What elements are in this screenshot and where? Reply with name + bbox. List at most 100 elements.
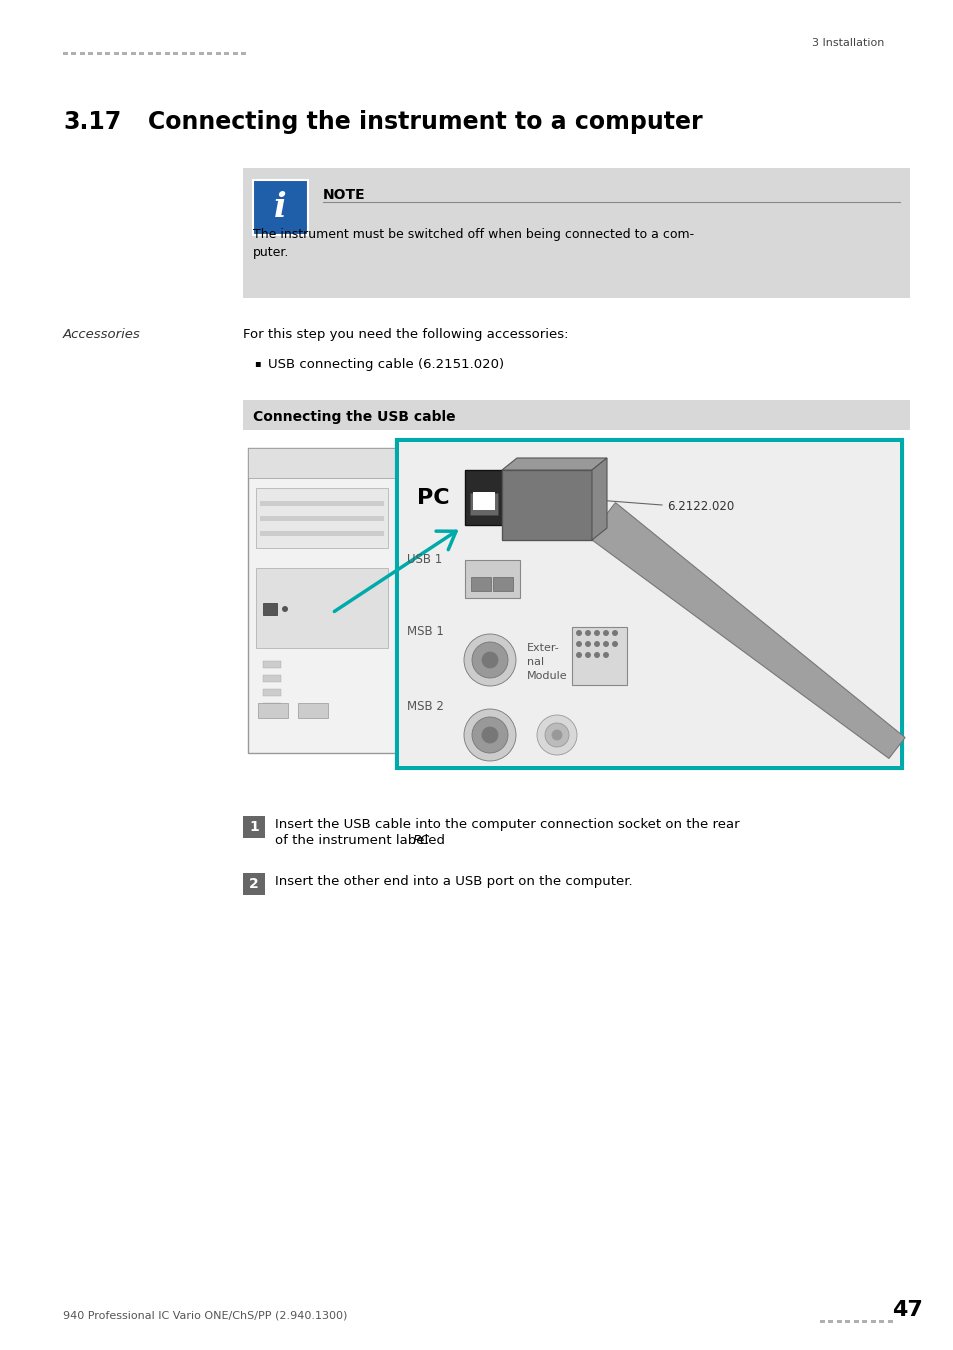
Bar <box>297 703 328 718</box>
Bar <box>199 53 204 55</box>
Circle shape <box>463 709 516 761</box>
Polygon shape <box>501 458 606 470</box>
Bar <box>844 1320 850 1323</box>
Bar <box>243 815 265 838</box>
Bar <box>255 568 388 648</box>
Bar <box>464 560 519 598</box>
Bar <box>471 576 491 591</box>
Text: USB 1: USB 1 <box>407 554 442 566</box>
Bar <box>887 1320 892 1323</box>
Bar <box>255 487 388 548</box>
Bar <box>263 603 276 616</box>
Text: Connecting the instrument to a computer: Connecting the instrument to a computer <box>148 109 702 134</box>
Bar <box>243 873 265 895</box>
Circle shape <box>612 641 618 647</box>
Circle shape <box>481 652 497 668</box>
Text: i: i <box>274 190 287 224</box>
Bar <box>862 1320 866 1323</box>
Bar <box>263 703 281 710</box>
Text: 3.17: 3.17 <box>63 109 121 134</box>
Text: 1: 1 <box>249 819 258 834</box>
Bar <box>148 53 152 55</box>
Bar <box>224 53 230 55</box>
Circle shape <box>282 606 288 612</box>
Circle shape <box>602 630 608 636</box>
Bar <box>836 1320 841 1323</box>
Circle shape <box>576 630 581 636</box>
Circle shape <box>552 730 561 740</box>
Bar <box>572 626 626 684</box>
Text: nal: nal <box>526 657 543 667</box>
Text: of the instrument labeled: of the instrument labeled <box>274 834 449 846</box>
Circle shape <box>463 634 516 686</box>
Circle shape <box>481 728 497 743</box>
Circle shape <box>594 641 599 647</box>
Bar <box>131 53 136 55</box>
Circle shape <box>544 724 568 747</box>
Bar <box>106 53 111 55</box>
Bar <box>398 441 899 765</box>
Circle shape <box>537 716 577 755</box>
Text: ▪: ▪ <box>253 358 260 369</box>
Bar <box>470 493 497 514</box>
Circle shape <box>584 652 590 657</box>
Bar <box>493 576 513 591</box>
Bar <box>263 662 281 668</box>
Circle shape <box>612 630 618 636</box>
Text: MSB 1: MSB 1 <box>407 625 443 639</box>
Bar <box>464 470 502 525</box>
Bar <box>248 448 395 753</box>
Bar <box>257 703 288 718</box>
Text: 940 Professional IC Vario ONE/ChS/PP (2.940.1300): 940 Professional IC Vario ONE/ChS/PP (2.… <box>63 1310 347 1320</box>
Circle shape <box>472 643 507 678</box>
Bar <box>820 1320 824 1323</box>
Text: Exter-: Exter- <box>526 643 559 653</box>
Bar <box>165 53 170 55</box>
Bar <box>71 53 76 55</box>
FancyArrowPatch shape <box>334 531 456 612</box>
Text: Accessories: Accessories <box>63 328 141 342</box>
Bar <box>97 53 102 55</box>
Bar <box>122 53 128 55</box>
Text: .: . <box>424 834 428 846</box>
Text: Connecting the USB cable: Connecting the USB cable <box>253 410 456 424</box>
Circle shape <box>602 641 608 647</box>
Bar <box>89 53 93 55</box>
Bar <box>501 470 592 540</box>
Circle shape <box>602 652 608 657</box>
Polygon shape <box>588 502 904 759</box>
Bar <box>263 688 281 697</box>
Bar <box>473 491 495 510</box>
Bar <box>253 180 308 235</box>
Bar <box>156 53 161 55</box>
Circle shape <box>576 652 581 657</box>
Bar <box>80 53 85 55</box>
Bar <box>173 53 178 55</box>
Polygon shape <box>592 458 606 540</box>
Text: Insert the other end into a USB port on the computer.: Insert the other end into a USB port on … <box>274 875 632 888</box>
Bar <box>853 1320 858 1323</box>
Text: For this step you need the following accessories:: For this step you need the following acc… <box>243 328 568 342</box>
Text: Insert the USB cable into the computer connection socket on the rear: Insert the USB cable into the computer c… <box>274 818 739 832</box>
Text: 2: 2 <box>249 878 258 891</box>
Bar <box>879 1320 883 1323</box>
Circle shape <box>584 641 590 647</box>
Circle shape <box>472 717 507 753</box>
Bar <box>243 167 909 298</box>
Text: puter.: puter. <box>253 246 289 259</box>
Bar <box>243 432 909 778</box>
Text: PC: PC <box>416 487 449 508</box>
Text: PC: PC <box>412 834 429 846</box>
Bar <box>396 440 901 768</box>
Text: Module: Module <box>526 671 567 680</box>
Bar <box>139 53 144 55</box>
Bar <box>260 516 384 521</box>
Bar <box>182 53 187 55</box>
Bar <box>215 53 221 55</box>
Text: MSB 2: MSB 2 <box>407 701 443 713</box>
Bar <box>263 675 281 682</box>
Text: 6.2122.020: 6.2122.020 <box>666 500 734 513</box>
Bar <box>260 501 384 506</box>
Bar <box>113 53 119 55</box>
Bar <box>241 53 246 55</box>
